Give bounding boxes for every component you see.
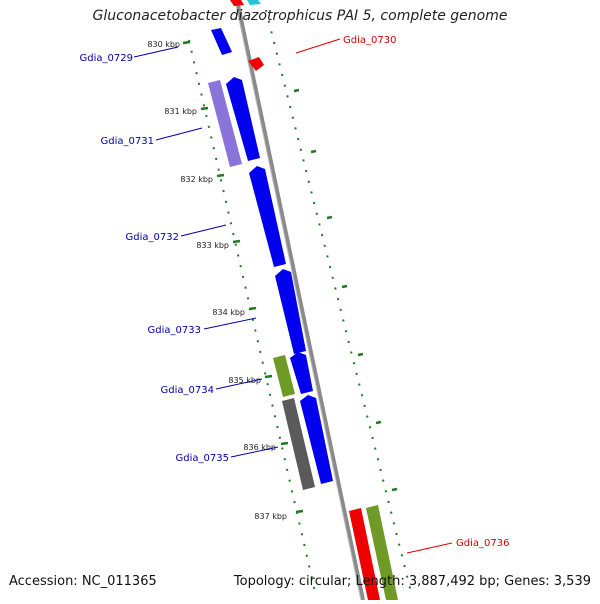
leader-line — [230, 446, 279, 458]
major-tick — [264, 374, 273, 379]
map-title: Gluconacetobacter diazotrophicus PAI 5, … — [92, 8, 508, 24]
gene-gdia-0731[interactable] — [208, 80, 242, 167]
gene-gdia-0736-b[interactable] — [366, 505, 398, 600]
kbp-label: 837 kbp — [254, 512, 287, 521]
gene-label-gdia-0729[interactable]: Gdia_0729 — [80, 53, 133, 64]
inner-ring-ticks — [293, 88, 398, 492]
leader-line — [133, 46, 179, 58]
inner-tick — [341, 284, 348, 289]
gene-labels: Gdia_0729 Gdia_0730 Gdia_0731 Gdia_0732 … — [80, 35, 510, 549]
inner-tick — [293, 88, 300, 93]
gene-gdia-0734-b[interactable] — [290, 352, 313, 394]
leader-line — [155, 127, 203, 141]
gene-gdia-0729[interactable] — [211, 28, 232, 55]
kbp-label: 834 kbp — [212, 308, 245, 317]
gene-label-gdia-0730[interactable]: Gdia_0730 — [343, 35, 396, 46]
backbone-highlight — [234, 0, 362, 601]
gene-top-red[interactable] — [230, 0, 244, 6]
kbp-label: 830 kbp — [147, 40, 180, 49]
leader-line — [215, 378, 263, 390]
major-ticks — [182, 40, 304, 514]
inner-tick — [310, 149, 317, 154]
kbp-label: 835 kbp — [228, 376, 261, 385]
accession-text: Accession: NC_011365 — [9, 574, 157, 589]
inner-scale-ring — [265, 9, 413, 597]
backbone-line — [235, 0, 365, 601]
major-tick — [200, 106, 209, 111]
leader-line — [295, 38, 341, 54]
gene-label-gdia-0736[interactable]: Gdia_0736 — [456, 538, 509, 549]
gene-gdia-0730[interactable] — [248, 57, 264, 71]
inner-tick — [391, 487, 398, 492]
major-tick — [232, 239, 241, 244]
gene-gdia-0735[interactable] — [282, 398, 315, 490]
gene-gdia-0736[interactable] — [349, 508, 380, 600]
inner-tick — [357, 352, 364, 357]
leader-line — [406, 542, 453, 554]
inner-tick — [375, 420, 382, 425]
major-tick — [295, 509, 304, 514]
kbp-label: 831 kbp — [164, 107, 197, 116]
major-tick — [280, 441, 289, 446]
kbp-label: 832 kbp — [180, 175, 213, 184]
gene-label-gdia-0734[interactable]: Gdia_0734 — [161, 385, 214, 396]
gene-label-gdia-0733[interactable]: Gdia_0733 — [148, 325, 201, 336]
gene-gdia-0732[interactable] — [249, 166, 286, 267]
gene-label-gdia-0732[interactable]: Gdia_0732 — [126, 232, 179, 243]
leader-line — [180, 224, 227, 237]
leader-line — [203, 317, 257, 330]
gene-label-gdia-0735[interactable]: Gdia_0735 — [176, 453, 229, 464]
gene-label-gdia-0731[interactable]: Gdia_0731 — [101, 136, 154, 147]
gene-gdia-0731-b[interactable] — [226, 77, 260, 161]
gene-gdia-0734[interactable] — [273, 355, 295, 397]
gene-gdia-0735-b[interactable] — [300, 395, 333, 484]
major-tick — [248, 306, 257, 311]
topology-text: Topology: circular; Length: 3,887,492 bp… — [233, 574, 591, 589]
gene-top-cyan[interactable] — [247, 0, 261, 5]
scale-labels: 830 kbp 831 kbp 832 kbp 833 kbp 834 kbp … — [147, 40, 287, 521]
kbp-label: 833 kbp — [196, 241, 229, 250]
major-tick — [216, 173, 225, 178]
kbp-label: 836 kbp — [243, 443, 276, 452]
major-tick — [182, 40, 191, 45]
gene-gdia-0733[interactable] — [275, 269, 306, 354]
inner-tick — [326, 215, 333, 220]
leader-lines — [133, 38, 453, 554]
